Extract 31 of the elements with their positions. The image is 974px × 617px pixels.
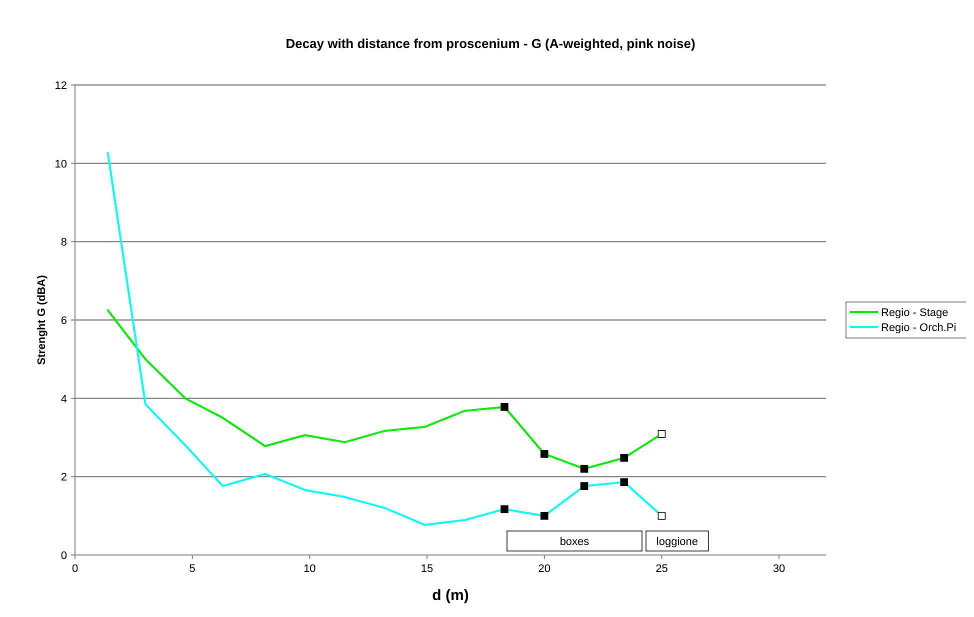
point bbox=[620, 478, 628, 486]
y-tick-label: 4 bbox=[60, 393, 67, 406]
x-tick-label: 10 bbox=[304, 563, 316, 575]
point bbox=[580, 482, 588, 490]
point bbox=[540, 512, 548, 520]
x-tick-label: 15 bbox=[420, 563, 434, 575]
annotation: loggione bbox=[656, 536, 698, 548]
y-tick-label: 2 bbox=[60, 472, 67, 484]
y-tick-label: 12 bbox=[54, 80, 67, 92]
x-tick-label: 0 bbox=[72, 563, 78, 575]
x-axis-title: d (m) bbox=[432, 587, 469, 604]
point bbox=[540, 450, 548, 458]
x-tick-label: 25 bbox=[656, 563, 668, 575]
legend-label: Regio - Orch.Pi bbox=[881, 322, 956, 334]
y-tick-label: 6 bbox=[60, 315, 67, 327]
point bbox=[658, 512, 666, 520]
x-tick-label: 20 bbox=[538, 563, 550, 575]
y-tick-label: 0 bbox=[60, 550, 67, 562]
point bbox=[658, 430, 666, 438]
chart-title: Decay with distance from proscenium - G (A-weighted, pink noise) bbox=[286, 36, 696, 51]
point bbox=[580, 464, 588, 473]
point bbox=[500, 403, 508, 411]
y-tick-label: 10 bbox=[54, 158, 67, 170]
point bbox=[500, 505, 508, 514]
legend-label: Regio - Stage bbox=[881, 307, 948, 319]
annotation: boxes bbox=[560, 536, 590, 548]
point bbox=[620, 454, 628, 462]
y-axis-title: Strenght G (dBA) bbox=[36, 274, 48, 365]
x-tick-label: 30 bbox=[772, 563, 786, 575]
y-tick-label: 8 bbox=[60, 236, 67, 249]
x-tick-label: 5 bbox=[189, 563, 196, 575]
